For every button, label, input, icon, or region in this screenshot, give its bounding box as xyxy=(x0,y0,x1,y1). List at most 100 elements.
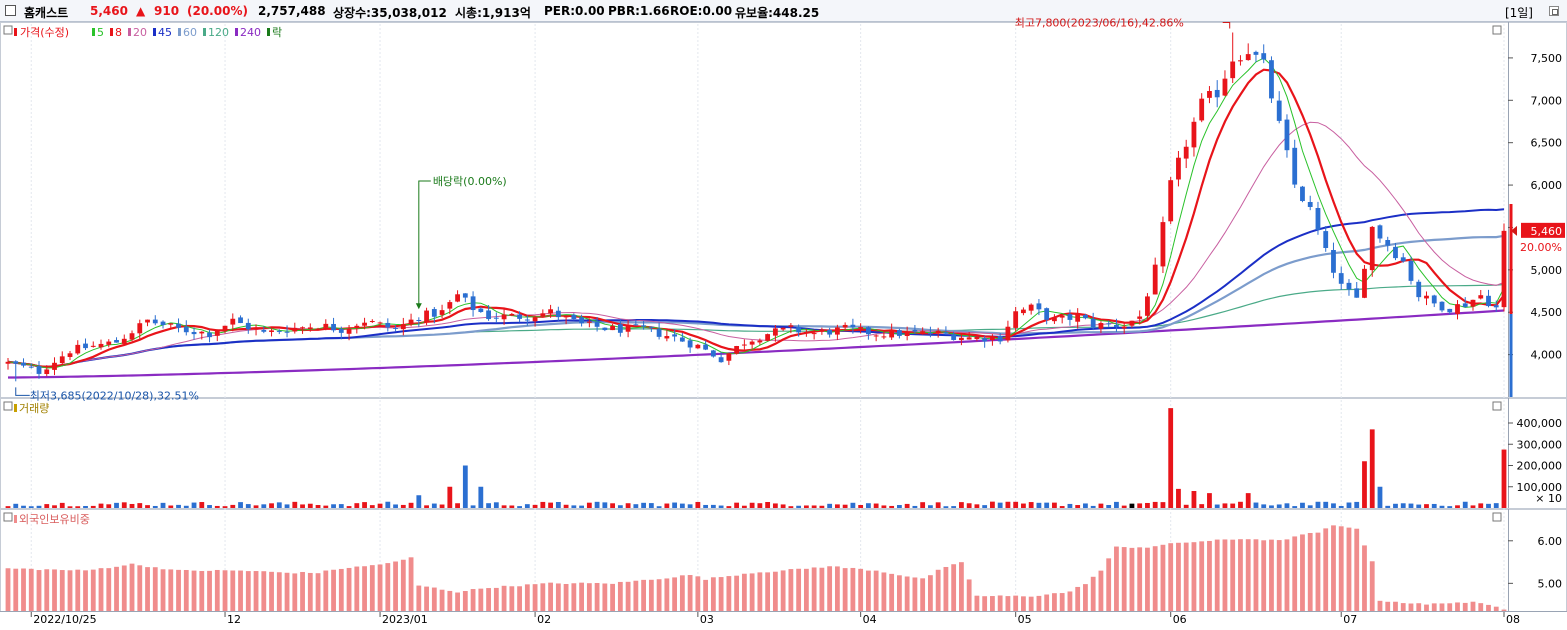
candle-body xyxy=(462,293,468,298)
candle xyxy=(1083,313,1088,320)
candle-body xyxy=(811,333,817,335)
foreign-bar xyxy=(214,569,220,611)
panel-collapse-icon-2[interactable] xyxy=(3,401,13,411)
candle xyxy=(982,335,988,348)
volume-bar xyxy=(168,505,174,508)
candle xyxy=(827,327,833,338)
foreign-bar xyxy=(772,571,778,611)
period-selector[interactable]: [1일] xyxy=(1504,6,1533,20)
header-checkbox[interactable] xyxy=(5,5,16,16)
candle xyxy=(168,323,174,329)
candle xyxy=(176,318,181,333)
candle xyxy=(524,315,530,326)
volume-bar xyxy=(765,502,771,508)
volume-bar xyxy=(1129,503,1135,508)
candle-body xyxy=(1269,60,1274,99)
foreign-bar xyxy=(873,570,879,611)
panel-maximize-icon-1[interactable] xyxy=(1492,25,1502,35)
legend-ma-icon xyxy=(178,28,181,36)
candle xyxy=(904,326,910,341)
listed-shares: 상장수:35,038,012 xyxy=(333,6,447,20)
legend-ma-120: 120 xyxy=(208,26,229,39)
volume-bar xyxy=(896,505,902,508)
legend-ma-icon xyxy=(235,28,238,36)
candle-body xyxy=(493,317,499,319)
volume-bar xyxy=(1292,506,1298,508)
candle xyxy=(276,329,282,335)
foreign-bar xyxy=(470,589,476,611)
candle-body xyxy=(586,321,592,323)
candle xyxy=(230,313,236,332)
candle xyxy=(67,350,73,361)
candle-body xyxy=(1439,301,1445,311)
stock-name[interactable]: 홈캐스트 xyxy=(24,6,69,20)
ma8-line xyxy=(7,68,1505,369)
candle-body xyxy=(5,361,11,364)
foreign-bar xyxy=(881,572,887,611)
volume-bar xyxy=(416,495,422,508)
candle xyxy=(1245,43,1251,61)
foreign-bar xyxy=(1176,542,1181,611)
foreign-bar xyxy=(889,573,895,611)
foreign-bar xyxy=(501,585,507,611)
panel-collapse-icon-1[interactable] xyxy=(3,25,13,35)
header-window-button[interactable] xyxy=(1549,6,1559,16)
foreign-bar xyxy=(307,572,313,611)
price-change: 910 xyxy=(154,4,180,18)
foreign-bar xyxy=(974,595,980,611)
candle-body xyxy=(524,319,530,321)
candle xyxy=(199,331,205,340)
volume-bar xyxy=(238,502,243,508)
volume-bar xyxy=(230,504,236,508)
candle xyxy=(455,290,460,303)
volume-bar xyxy=(548,502,553,508)
volume-bar xyxy=(300,504,305,508)
foreign-bar xyxy=(1075,586,1081,611)
candle xyxy=(1052,314,1057,324)
panel-collapse-icon-3[interactable] xyxy=(3,512,13,522)
volume-bar xyxy=(928,505,933,508)
candle-body xyxy=(757,340,763,343)
foreign-bar xyxy=(1501,609,1507,611)
candle xyxy=(1377,224,1383,243)
foreign-bar xyxy=(416,585,422,611)
price-y-tick-label: 6,000 xyxy=(1531,179,1563,192)
foreign-bar xyxy=(1021,596,1026,611)
foreign-bar xyxy=(1338,526,1344,611)
foreign-bar xyxy=(757,572,763,611)
candle-body xyxy=(710,350,716,357)
volume-bar xyxy=(400,504,406,508)
foreign-bar xyxy=(447,590,453,611)
candle-body xyxy=(881,336,887,338)
foreign-bar xyxy=(920,578,926,611)
volume-bar xyxy=(1470,505,1476,508)
candle-body xyxy=(44,369,50,375)
volume-bar xyxy=(207,505,212,508)
volume-bar xyxy=(13,503,19,508)
candle xyxy=(1354,282,1360,298)
panel-maximize-icon-3[interactable] xyxy=(1492,512,1502,522)
candle xyxy=(44,365,50,377)
candle-body xyxy=(920,331,926,334)
volume-bar xyxy=(610,503,616,508)
candle xyxy=(486,305,491,321)
candle-body xyxy=(13,361,19,364)
panel-maximize-icon-2[interactable] xyxy=(1492,401,1502,411)
foreign-bar xyxy=(1106,558,1112,611)
volume-bar xyxy=(245,504,251,508)
foreign-bar xyxy=(439,589,445,611)
volume-bar xyxy=(1222,503,1228,508)
volume-bar xyxy=(36,505,42,508)
x-tick-label: 2023/01 xyxy=(382,613,428,626)
candle xyxy=(129,330,135,342)
candle xyxy=(679,332,685,342)
candle-body xyxy=(300,327,305,329)
candle xyxy=(796,324,802,337)
volume-bar xyxy=(292,501,298,508)
candle-body xyxy=(540,313,546,317)
candle-body xyxy=(1129,320,1135,326)
x-tick-label: 06 xyxy=(1173,613,1187,626)
foreign-bar xyxy=(594,582,600,611)
volume-bar xyxy=(176,504,181,508)
candle-body xyxy=(1315,208,1321,230)
